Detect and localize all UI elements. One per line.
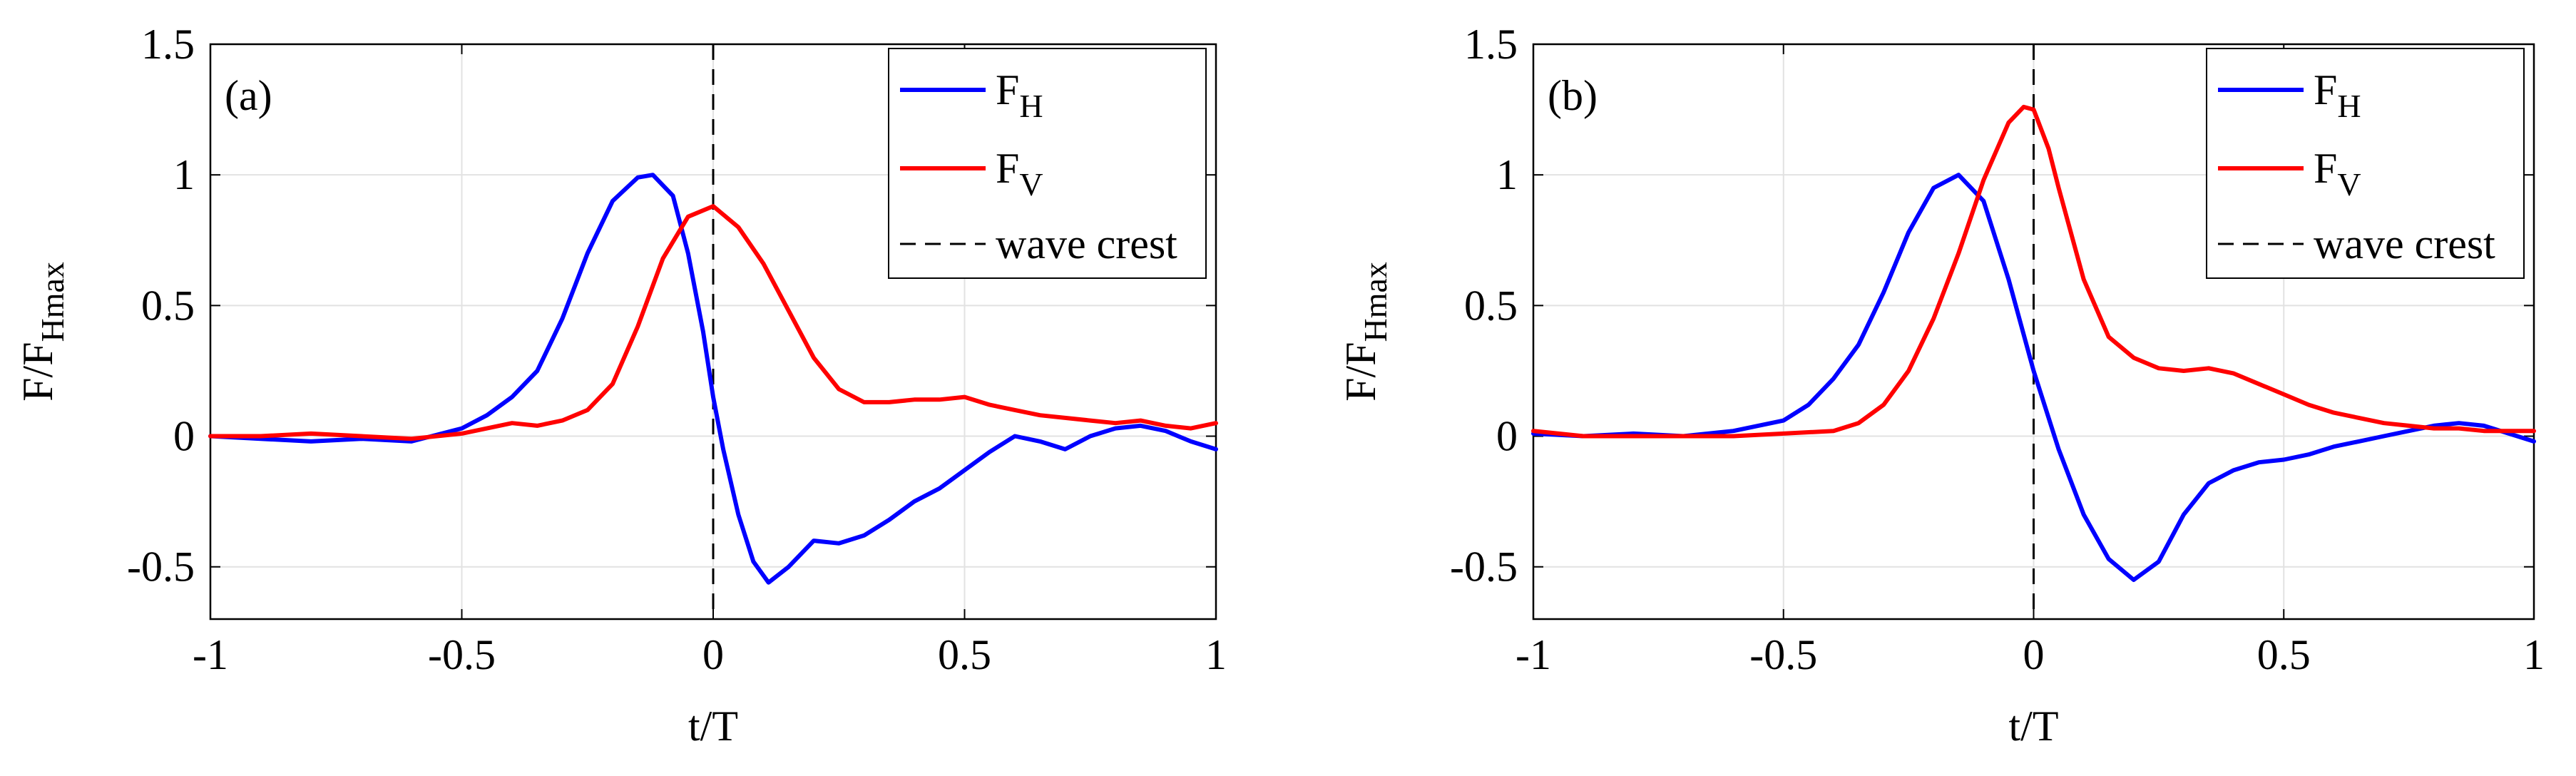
legend-label-f-v: FV	[2314, 145, 2361, 203]
y-tick-label: 0.5	[1464, 282, 1518, 329]
x-tick-label: 1	[2523, 631, 2545, 678]
y-axis-label-sub: Hmax	[1357, 262, 1394, 342]
y-tick-label: 1	[1496, 151, 1518, 198]
x-tick-label: -1	[193, 631, 228, 678]
y-tick-label: 0	[1496, 413, 1518, 460]
legend: FH FV wave crest	[2206, 48, 2525, 279]
y-tick-label: 1.5	[141, 21, 195, 68]
x-tick-label: -0.5	[1749, 631, 1817, 678]
y-axis-label-base: F/F	[1337, 342, 1384, 402]
y-axis-label-sub: Hmax	[34, 262, 71, 342]
y-tick-label: -0.5	[127, 543, 195, 591]
x-tick-label: -1	[1516, 631, 1551, 678]
legend-box	[888, 48, 1207, 279]
legend-label-wave-crest: wave crest	[2314, 220, 2495, 267]
y-axis-label-base: F/F	[14, 342, 61, 402]
y-tick-label: 0	[173, 413, 195, 460]
series-line-f-v	[1531, 104, 2536, 439]
legend-label-f-v: FV	[996, 145, 1043, 203]
x-tick-label: 1	[1205, 631, 1227, 678]
x-tick-label: -0.5	[428, 631, 496, 678]
legend-label-f-h: FH	[2314, 66, 2361, 124]
x-tick-label: 0	[2023, 631, 2045, 678]
chart-panel-2: -1 -0.5 0 0.5 1 -0.5 0 0.5 1 1.5 (b) t/T F/FHmax FH FV…	[1337, 21, 2545, 750]
y-axis-label: F/FHmax	[1337, 262, 1394, 402]
series-line-f-h	[1531, 173, 2536, 582]
x-tick-label: 0	[702, 631, 724, 678]
legend-box	[2206, 48, 2525, 279]
x-axis-label: t/T	[688, 703, 738, 750]
legend: FH FV wave crest	[888, 48, 1207, 279]
y-axis-label: F/FHmax	[14, 262, 71, 402]
panel-label: (b)	[1548, 72, 1598, 119]
panel-label: (a)	[225, 72, 272, 119]
y-tick-label: 0.5	[141, 282, 195, 329]
x-tick-label: 0.5	[938, 631, 991, 678]
x-tick-label: 0.5	[2257, 631, 2311, 678]
series-line-f-v	[208, 204, 1218, 441]
x-axis-label: t/T	[2009, 703, 2059, 750]
chart-panel-1: -1 -0.5 0 0.5 1 -0.5 0 0.5 1 1.5 (a) t/T F/FHmax FH FV…	[14, 21, 1227, 750]
y-tick-label: 1	[173, 151, 195, 198]
y-tick-label: 1.5	[1464, 21, 1518, 68]
legend-label-wave-crest: wave crest	[996, 220, 1177, 267]
series-line-f-h	[208, 173, 1218, 585]
y-tick-label: -0.5	[1450, 543, 1518, 591]
legend-label-f-h: FH	[996, 66, 1043, 124]
